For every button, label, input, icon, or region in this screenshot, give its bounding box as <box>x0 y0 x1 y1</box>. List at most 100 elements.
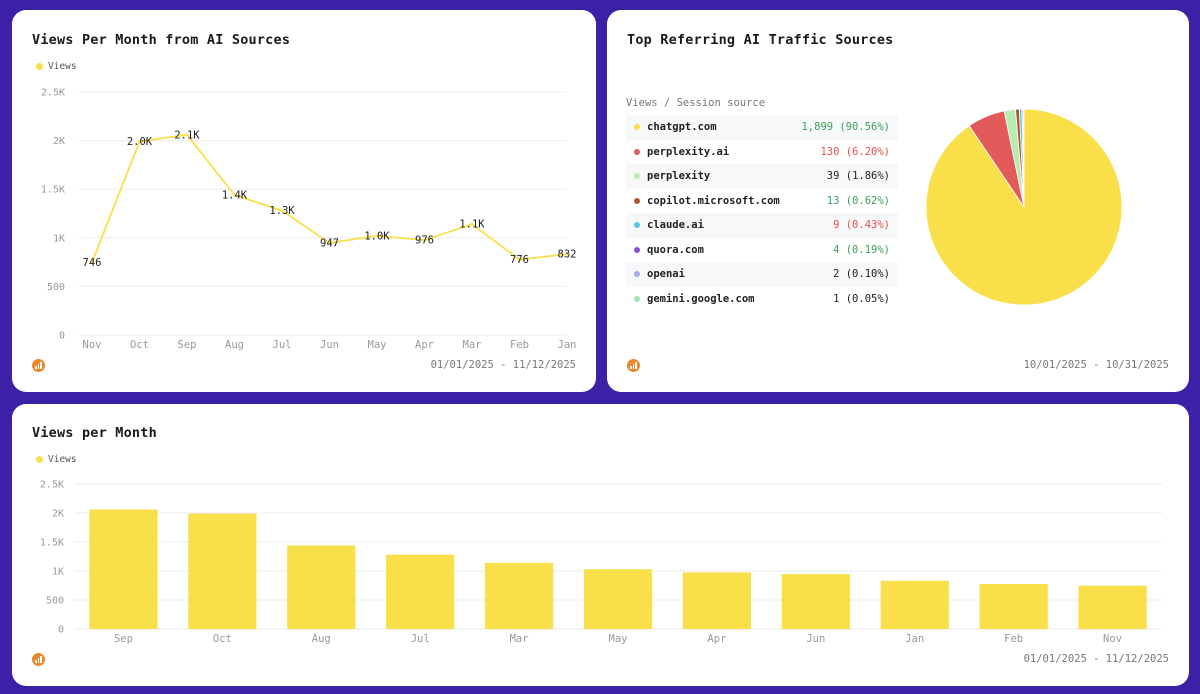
source-value: 13 (0.62%) <box>826 194 890 207</box>
source-value: 39 (1.86%) <box>826 170 890 183</box>
x-tick-label: May <box>609 633 628 645</box>
data-label: 1.4K <box>222 190 248 202</box>
data-label: 1.3K <box>269 205 295 217</box>
source-row[interactable]: quora.com 4 (0.19%) <box>626 238 898 263</box>
legend-label: Views <box>48 61 77 72</box>
x-tick-label: Nov <box>1103 633 1122 645</box>
x-tick-label: Nov <box>83 339 102 351</box>
bar[interactable] <box>583 569 653 629</box>
brand-logo-icon <box>627 359 640 372</box>
legend-label: Views <box>48 454 77 465</box>
bar[interactable] <box>979 583 1048 629</box>
source-value: 1 (0.05%) <box>833 292 890 305</box>
x-tick-label: Jul <box>273 339 292 351</box>
source-dot-icon <box>634 148 640 155</box>
bar[interactable] <box>386 554 455 629</box>
source-dot-icon <box>634 271 640 278</box>
x-tick-label: Jul <box>411 633 430 645</box>
source-value: 130 (6.20%) <box>820 145 890 158</box>
bar[interactable] <box>1078 585 1147 629</box>
source-dot-icon <box>634 246 640 253</box>
x-tick-label: Feb <box>510 339 529 351</box>
y-tick-label: 0 <box>59 331 65 342</box>
source-row[interactable]: gemini.google.com 1 (0.05%) <box>626 287 898 312</box>
line-chart-legend[interactable]: Views <box>36 61 77 72</box>
bar[interactable] <box>89 509 158 629</box>
source-row[interactable]: perplexity.ai 130 (6.20%) <box>626 140 898 165</box>
legend-dot-icon <box>36 456 43 463</box>
y-tick-label: 1K <box>53 233 65 244</box>
bar[interactable] <box>781 574 850 629</box>
x-tick-label: Aug <box>225 339 244 351</box>
data-point[interactable] <box>138 140 141 144</box>
source-row[interactable]: copilot.microsoft.com 13 (0.62%) <box>626 189 898 214</box>
x-tick-label: Sep <box>114 633 133 645</box>
data-point[interactable] <box>328 241 331 245</box>
x-tick-label: Mar <box>463 339 482 351</box>
pie-chart-card: Top Referring AI Traffic Sources Views /… <box>607 10 1189 392</box>
data-point[interactable] <box>470 222 474 226</box>
bar[interactable] <box>188 513 257 629</box>
source-dot-icon <box>634 197 640 204</box>
source-value: 2 (0.10%) <box>833 268 890 281</box>
x-tick-label: Apr <box>707 633 726 645</box>
y-tick-label: 2K <box>52 509 64 520</box>
source-name: claude.ai <box>647 219 704 232</box>
source-name: openai <box>647 268 685 281</box>
x-tick-label: Jun <box>806 633 825 645</box>
brand-logo-icon <box>32 359 45 372</box>
source-name: chatgpt.com <box>647 121 717 134</box>
data-point[interactable] <box>233 193 236 197</box>
source-row[interactable]: chatgpt.com 1,899 (90.56%) <box>626 115 898 140</box>
source-row[interactable]: claude.ai 9 (0.43%) <box>626 213 898 238</box>
pie-chart-date-range[interactable]: 10/01/2025 - 10/31/2025 <box>1023 359 1169 371</box>
x-tick-label: May <box>368 339 387 351</box>
bar[interactable] <box>484 562 554 629</box>
source-name: gemini.google.com <box>647 292 755 305</box>
data-point[interactable] <box>375 234 379 238</box>
source-row[interactable]: perplexity 39 (1.86%) <box>626 164 898 189</box>
y-tick-label: 500 <box>47 282 65 293</box>
bar-chart-legend[interactable]: Views <box>36 454 77 465</box>
line-chart-title: Views Per Month from AI Sources <box>32 32 291 48</box>
y-tick-label: 0 <box>58 625 64 636</box>
bar[interactable] <box>287 545 356 629</box>
data-label: 832 <box>558 249 577 261</box>
line-chart-date-range[interactable]: 01/01/2025 - 11/12/2025 <box>430 359 576 371</box>
sources-table: Views / Session source chatgpt.com 1,899 … <box>626 95 898 311</box>
bar-chart-title: Views per Month <box>32 425 157 441</box>
x-tick-label: Jan <box>558 339 577 351</box>
line-chart-card: Views Per Month from AI Sources Views 0 5… <box>12 10 596 392</box>
data-point[interactable] <box>518 258 521 262</box>
line-chart: 0 500 1K 1.5K 2K 2.5K 746 2.0K 2.1K 1.4K 1.3K 947 1.… <box>41 88 577 352</box>
x-tick-label: Mar <box>510 633 529 645</box>
x-tick-label: Aug <box>312 633 331 645</box>
y-tick-label: 2K <box>53 136 65 147</box>
x-tick-label: Jan <box>905 633 924 645</box>
y-tick-label: 2.5K <box>40 480 64 491</box>
legend-dot-icon <box>36 63 43 70</box>
x-tick-label: Jun <box>320 339 339 351</box>
pie-chart-title: Top Referring AI Traffic Sources <box>627 32 894 48</box>
data-point[interactable] <box>423 238 426 242</box>
source-name: copilot.microsoft.com <box>647 194 780 207</box>
data-point[interactable] <box>280 209 284 213</box>
data-label: 746 <box>83 257 102 269</box>
bar-chart: 0 500 1K 1.5K 2K 2.5K Sep Oct Aug Jul Mar May Apr Jun… <box>40 480 1162 645</box>
source-row[interactable]: openai 2 (0.10%) <box>626 262 898 287</box>
source-dot-icon <box>634 124 640 131</box>
data-point[interactable] <box>90 260 94 264</box>
data-label: 976 <box>415 235 434 247</box>
source-value: 4 (0.19%) <box>833 243 890 256</box>
y-tick-label: 1.5K <box>41 185 65 196</box>
data-point[interactable] <box>185 133 189 137</box>
bar[interactable] <box>880 580 949 629</box>
bar[interactable] <box>682 572 752 629</box>
sources-table-header: Views / Session source <box>626 97 766 109</box>
data-label: 2.0K <box>127 136 153 148</box>
data-label: 947 <box>320 237 339 249</box>
data-point[interactable] <box>565 252 569 256</box>
source-name: perplexity.ai <box>647 145 730 158</box>
bar-chart-date-range[interactable]: 01/01/2025 - 11/12/2025 <box>1023 653 1169 665</box>
data-label: 776 <box>510 254 529 266</box>
